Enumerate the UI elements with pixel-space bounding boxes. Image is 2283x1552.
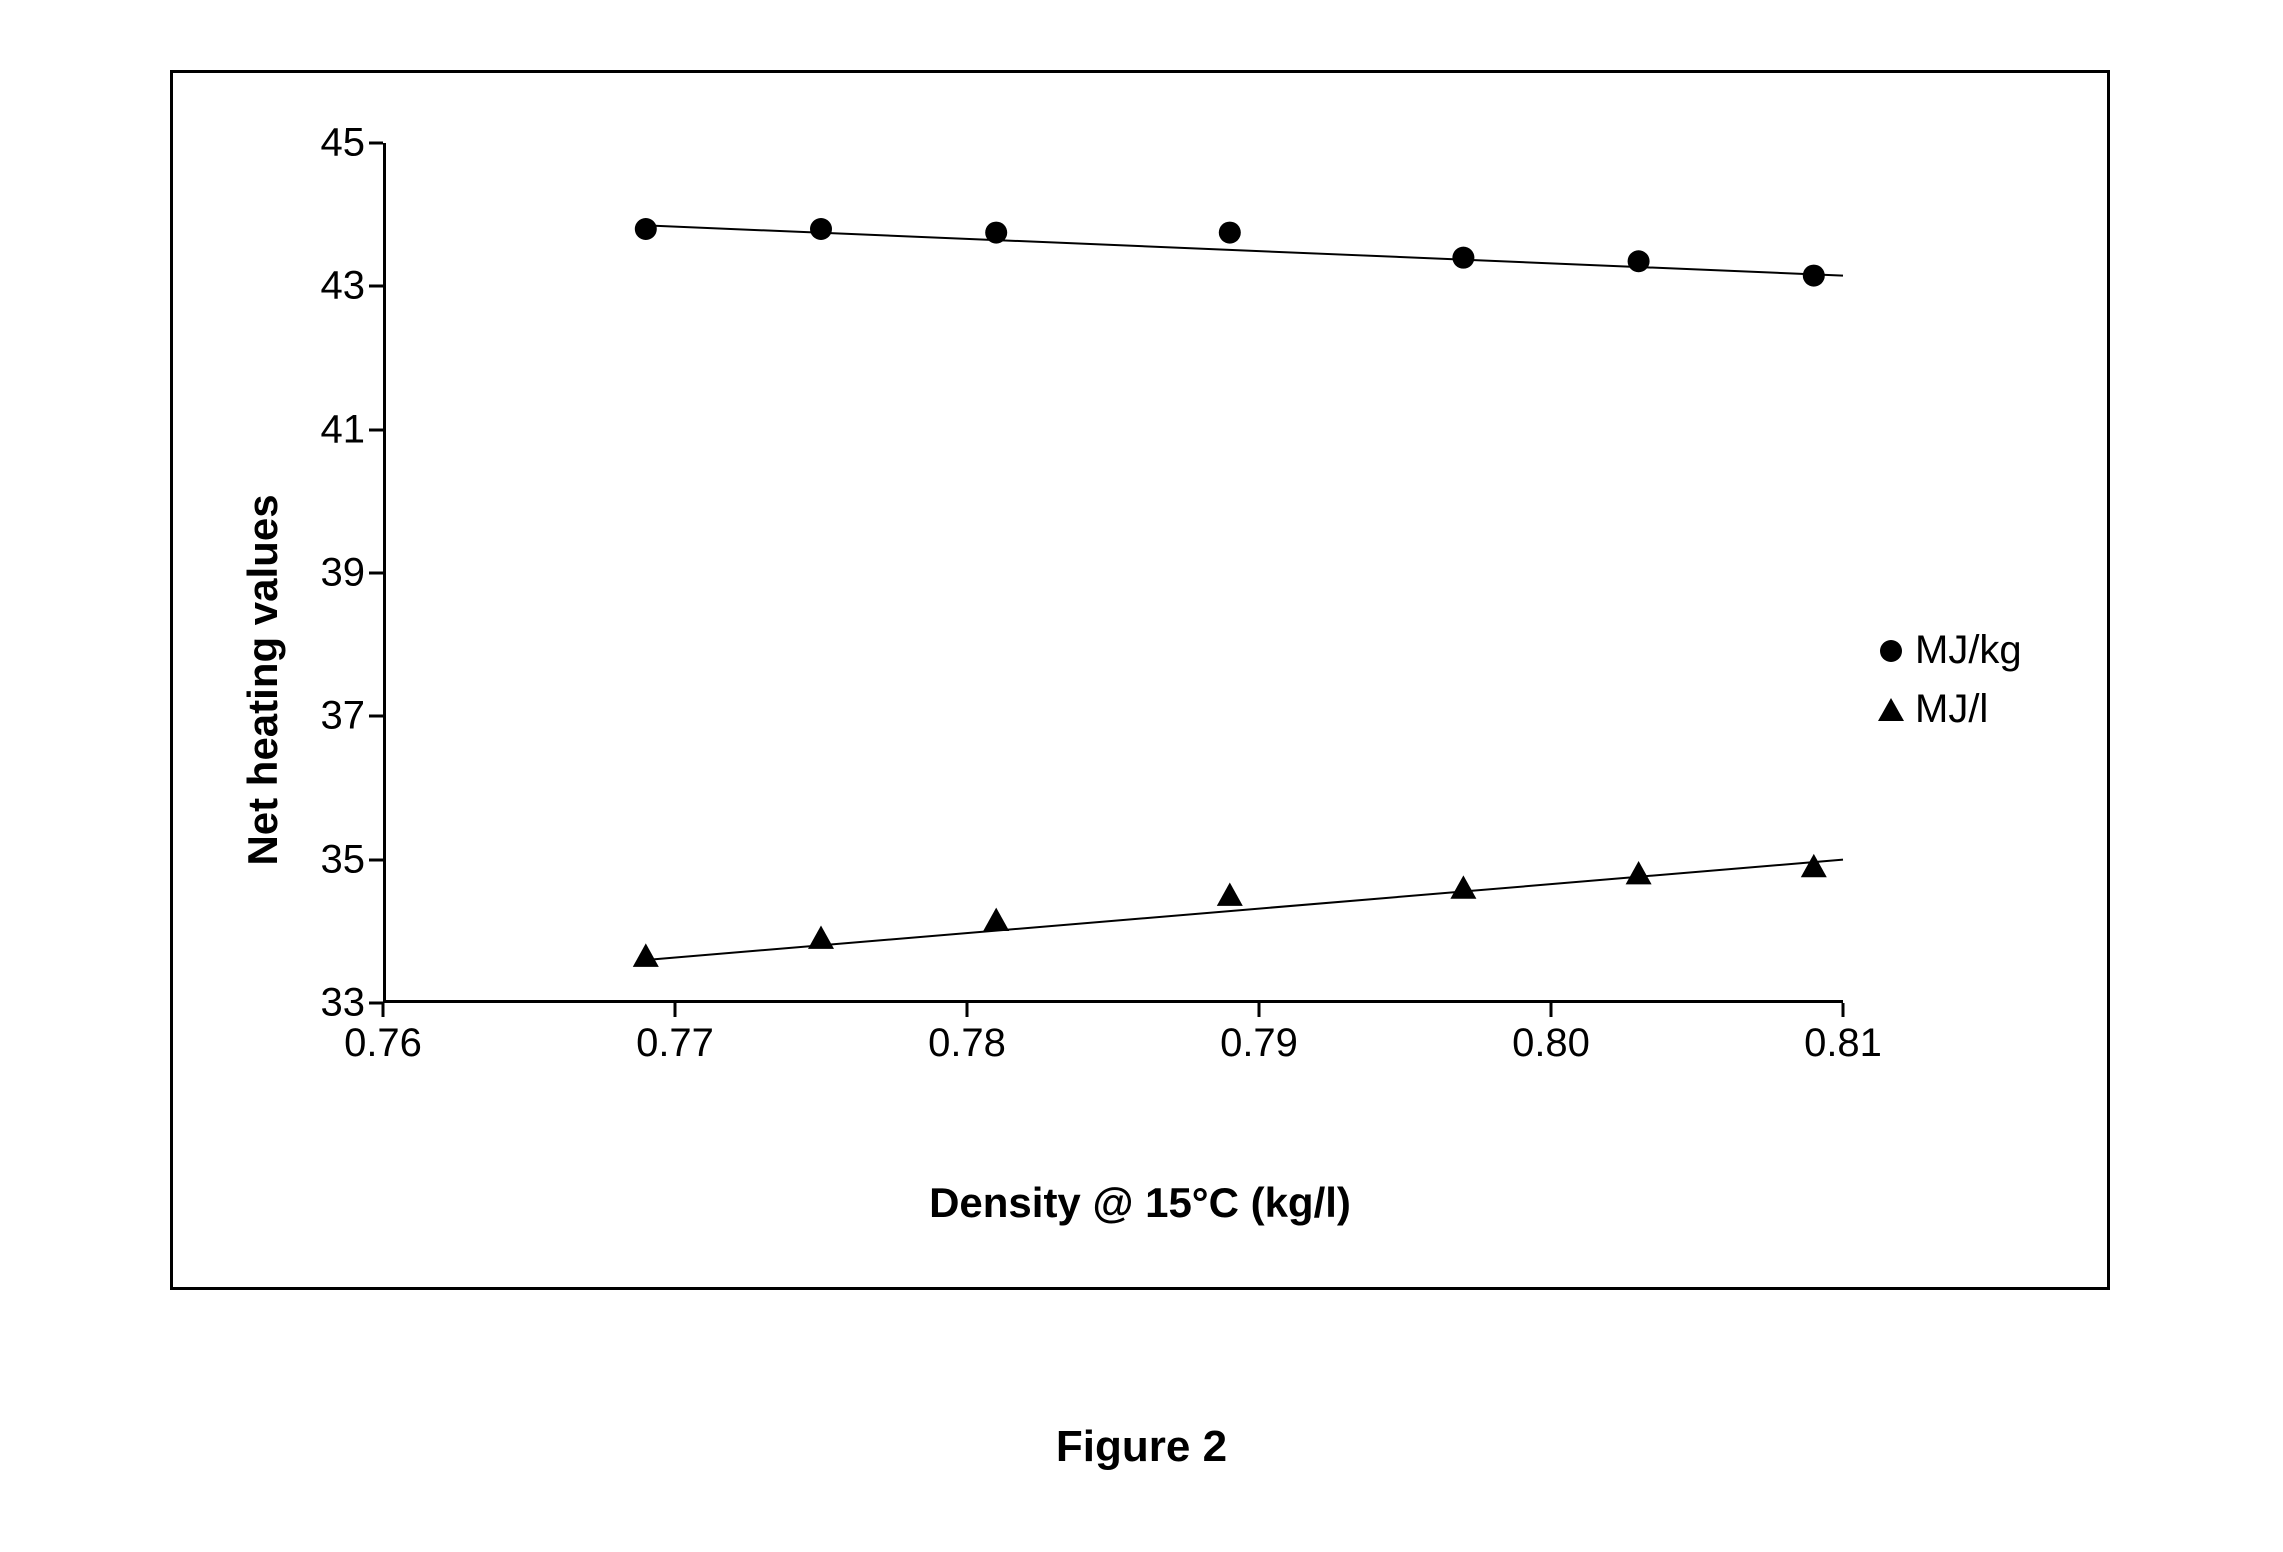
legend-label: MJ/kg (1915, 628, 2022, 673)
circle-icon (1628, 250, 1650, 272)
circle-icon (1452, 247, 1474, 269)
xtick-label: 0.81 (1804, 1003, 1882, 1066)
xtick-label: 0.77 (636, 1003, 714, 1066)
chart-frame: Net heating values 33353739414345 0.760.… (170, 70, 2110, 1290)
ytick-label: 35 (321, 837, 384, 882)
page: Net heating values 33353739414345 0.760.… (0, 0, 2283, 1552)
ytick-label: 45 (321, 121, 384, 166)
ytick-label: 37 (321, 694, 384, 739)
triangle-icon (1801, 854, 1827, 877)
figure-caption: Figure 2 (1056, 1422, 1227, 1472)
circle-icon (1219, 222, 1241, 244)
triangle-icon (1450, 875, 1476, 898)
chart-svg (383, 143, 1843, 1003)
triangle-icon (1626, 861, 1652, 884)
x-axis-label: Density @ 15°C (kg/l) (929, 1179, 1351, 1227)
circle-icon (635, 218, 657, 240)
ytick-label: 39 (321, 551, 384, 596)
xtick-label: 0.79 (1220, 1003, 1298, 1066)
circle-icon (810, 218, 832, 240)
legend: MJ/kg MJ/l (1867, 614, 2037, 746)
xtick-label: 0.76 (344, 1003, 422, 1066)
circle-icon (985, 222, 1007, 244)
y-axis-label: Net heating values (239, 494, 287, 865)
xtick-label: 0.80 (1512, 1003, 1590, 1066)
triangle-icon (808, 926, 834, 949)
triangle-icon (983, 908, 1009, 931)
circle-icon (1867, 637, 1915, 665)
legend-item-mjl: MJ/l (1867, 687, 2037, 732)
triangle-icon (1867, 696, 1915, 724)
circle-icon (1803, 265, 1825, 287)
ytick-label: 41 (321, 407, 384, 452)
legend-label: MJ/l (1915, 687, 1988, 732)
xtick-label: 0.78 (928, 1003, 1006, 1066)
legend-item-mjkg: MJ/kg (1867, 628, 2037, 673)
chart-stage: 33353739414345 0.760.770.780.790.800.81 (383, 143, 1843, 1003)
triangle-icon (1217, 883, 1243, 906)
ytick-label: 43 (321, 264, 384, 309)
triangle-icon (633, 943, 659, 966)
